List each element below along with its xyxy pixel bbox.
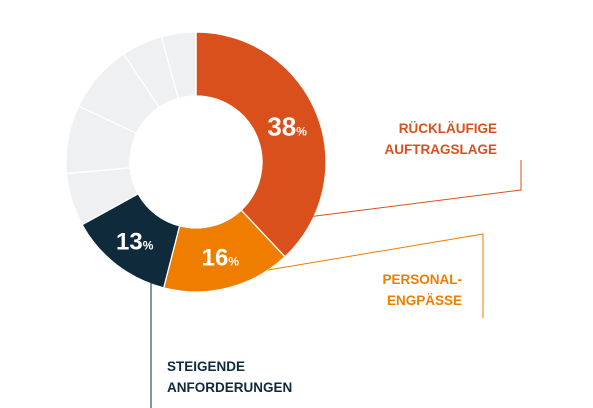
percent-unit-2: % — [143, 239, 154, 253]
percent-labels: 38%16%13% — [116, 111, 307, 271]
percent-label-2: 13% — [116, 229, 154, 256]
category-labels: RÜCKLÄUFIGE AUFTRAGSLAGE PERSONAL- ENGPÄSSE… — [167, 121, 497, 395]
percent-unit-1: % — [228, 255, 239, 269]
category-label-1-line-1: ENGPÄSSE — [387, 293, 462, 308]
donut-slices — [65, 31, 327, 293]
leader-line-0 — [267, 160, 522, 223]
percent-value-2: 13 — [116, 229, 143, 256]
percent-value-1: 16 — [202, 245, 229, 272]
percent-label-0: 38% — [267, 111, 307, 141]
category-label-0-line-0: RÜCKLÄUFIGE — [399, 121, 497, 136]
percent-unit-0: % — [296, 124, 307, 138]
leader-line-1 — [267, 233, 484, 318]
percent-value-0: 38 — [267, 111, 296, 141]
leader-lines — [150, 160, 522, 408]
donut-slice-0 — [195, 31, 327, 258]
percent-label-1: 16% — [202, 245, 240, 272]
category-label-2-line-1: ANFORDERUNGEN — [167, 380, 292, 395]
category-label-2-line-0: STEIGENDE — [167, 359, 245, 374]
donut-slice-7 — [160, 31, 197, 100]
category-label-0-line-1: AUFTRAGSLAGE — [385, 142, 498, 157]
category-label-1-line-0: PERSONAL- — [382, 272, 462, 287]
